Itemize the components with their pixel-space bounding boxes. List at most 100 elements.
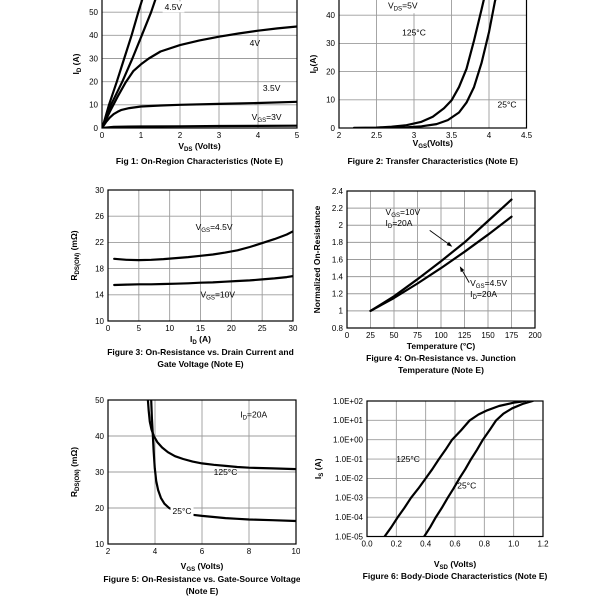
- y-tick-label: 2.2: [332, 204, 344, 213]
- x-tick-label: 2: [178, 131, 183, 140]
- curve-label: ID=20A: [240, 409, 267, 421]
- y-tick-label: 18: [95, 264, 104, 273]
- y-tick-label: 20: [89, 77, 98, 86]
- y-tick-label: 1.0E+02: [333, 397, 364, 406]
- y-tick-label: 50: [95, 396, 104, 405]
- series-curve-VGS-4.5V-ID-20A: [369, 215, 513, 312]
- x-tick-label: 0.2: [391, 540, 403, 549]
- series-curve-25C: [423, 401, 534, 537]
- annotation-arrow-line: [461, 269, 470, 283]
- series-curve-4V: [102, 25, 297, 128]
- x-tick-label: 0.4: [420, 540, 432, 549]
- y-tick-label: 40: [326, 11, 335, 20]
- x-tick-label: 15: [196, 324, 205, 333]
- y-tick-label: 14: [95, 291, 104, 300]
- curve-label: VGS=10V: [200, 289, 235, 301]
- curve-label: 4.5V: [165, 2, 183, 12]
- x-tick-label: 1: [139, 131, 144, 140]
- y-tick-label: 1.4: [332, 272, 344, 281]
- y-axis-label: RDS(ON) (mΩ): [69, 230, 81, 280]
- chart-caption: Figure 6: Body-Diode Characteristics (No…: [363, 571, 548, 581]
- curve-label-bg: [170, 505, 194, 517]
- y-axis-label: IS (A): [313, 458, 325, 479]
- y-tick-label: 0: [94, 124, 99, 133]
- curve-label: VDS=5V: [388, 1, 418, 13]
- x-tick-label: 0: [345, 331, 350, 340]
- y-tick-label: 40: [95, 432, 104, 441]
- x-tick-label: 0: [106, 324, 111, 333]
- x-tick-label: 3.5: [446, 131, 458, 140]
- x-tick-label: 3: [217, 131, 222, 140]
- x-tick-label: 100: [434, 331, 448, 340]
- x-axis-label: VSD (Volts): [434, 559, 477, 571]
- x-tick-label: 4: [153, 547, 158, 556]
- y-tick-label: 40: [89, 31, 98, 40]
- curve-label: ID=20A: [470, 289, 497, 301]
- x-tick-label: 2: [106, 547, 111, 556]
- x-axis-label: ID (A): [190, 334, 211, 346]
- y-tick-label: 10: [95, 540, 104, 549]
- x-tick-label: 3: [412, 131, 417, 140]
- plot-border: [101, 0, 298, 129]
- chart-caption: Figure 2: Transfer Characteristics (Note…: [347, 156, 518, 166]
- gridlines: [108, 400, 296, 544]
- gridlines: [108, 190, 293, 321]
- y-tick-label: 0.8: [332, 324, 344, 333]
- chart-fig6-body-diode-characteristics: 125°C 25°C 0.0 0.2 0.4 0.6 0.8 1.0 1.2 1.0E+02 1.0…: [313, 397, 549, 581]
- series-curve-VGS-10V-ID-20A: [369, 198, 513, 312]
- x-tick-label: 4.5: [521, 131, 533, 140]
- y-tick-label: 30: [89, 54, 98, 63]
- plot-border: [107, 399, 297, 545]
- y-tick-label: 20: [95, 504, 104, 513]
- x-tick-label: 4: [487, 131, 492, 140]
- x-tick-label: 0.0: [361, 540, 373, 549]
- chart-caption: Fig 1: On-Region Characteristics (Note E…: [116, 156, 283, 166]
- y-axis-label: ID (A): [71, 53, 83, 74]
- series-curve-VGS-3V: [102, 124, 297, 128]
- x-tick-label: 75: [413, 331, 422, 340]
- curve-label: ID=20A: [386, 218, 413, 230]
- series-curve-25C: [150, 400, 296, 523]
- x-tick-label: 0.6: [449, 540, 461, 549]
- curve-label: 25°C: [457, 481, 476, 491]
- annotation-arrowhead: [446, 241, 453, 247]
- curve-label: VGS=3V: [252, 112, 282, 124]
- y-tick-label: 22: [95, 238, 104, 247]
- series-group: [369, 198, 513, 312]
- x-tick-label: 1.2: [537, 540, 549, 549]
- x-tick-label: 0: [100, 131, 105, 140]
- y-axis-label: ID(A): [308, 55, 320, 74]
- y-tick-label: 1.0E-04: [335, 513, 364, 522]
- series-curve-3.5V: [102, 100, 297, 128]
- curve-label-bg: [385, 0, 420, 14]
- series-curve-VGS-10V: [113, 275, 293, 287]
- x-tick-label: 200: [528, 331, 542, 340]
- plot-border: [107, 189, 294, 322]
- y-tick-label: 1.8: [332, 238, 344, 247]
- curve-label: 25°C: [173, 506, 192, 516]
- y-tick-label: 2.4: [332, 187, 344, 196]
- y-tick-label: 30: [95, 186, 104, 195]
- chart-caption: Temperature (Note E): [398, 365, 484, 375]
- y-tick-label: 10: [326, 96, 335, 105]
- chart-caption: (Note E): [186, 586, 219, 596]
- series-group: [146, 400, 296, 523]
- plot-border: [346, 190, 536, 329]
- y-tick-label: 30: [95, 468, 104, 477]
- curve-label: 3.5V: [263, 83, 281, 93]
- y-tick-label: 20: [326, 67, 335, 76]
- x-tick-label: 20: [227, 324, 236, 333]
- annotation-arrow-line: [429, 230, 450, 245]
- x-tick-label: 5: [137, 324, 142, 333]
- x-tick-label: 2: [337, 131, 342, 140]
- series-group: [113, 230, 293, 287]
- x-axis-label: Temperature (°C): [407, 341, 476, 351]
- y-tick-label: 1.6: [332, 255, 344, 264]
- x-axis-label: VGS(Volts): [413, 138, 453, 150]
- y-tick-label: 10: [89, 101, 98, 110]
- annotation-arrowhead: [459, 266, 465, 273]
- y-axis-label: RDS(ON) (mΩ): [69, 447, 81, 497]
- y-tick-label: 50: [89, 8, 98, 17]
